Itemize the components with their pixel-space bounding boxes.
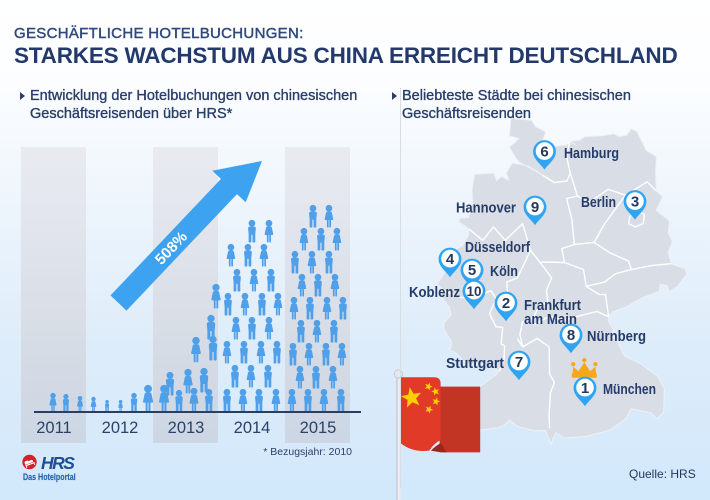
svg-text:6: 6	[540, 144, 548, 161]
svg-text:1: 1	[581, 380, 589, 397]
svg-text:8: 8	[567, 327, 575, 344]
svg-text:Hannover: Hannover	[456, 201, 516, 217]
svg-text:Stuttgart: Stuttgart	[446, 356, 504, 372]
svg-text:5: 5	[468, 262, 476, 279]
svg-text:am Main: am Main	[524, 312, 577, 328]
svg-text:Hamburg: Hamburg	[564, 146, 619, 162]
svg-text:4: 4	[446, 251, 455, 268]
svg-text:2: 2	[502, 295, 510, 312]
svg-text:9: 9	[531, 199, 539, 216]
svg-text:Berlin: Berlin	[581, 195, 616, 211]
svg-text:Köln: Köln	[490, 264, 518, 280]
svg-text:3: 3	[631, 194, 639, 211]
svg-text:München: München	[603, 382, 656, 398]
svg-text:Frankfurt: Frankfurt	[524, 298, 581, 314]
svg-text:10: 10	[466, 284, 481, 299]
svg-text:Düsseldorf: Düsseldorf	[465, 240, 530, 256]
svg-text:Koblenz: Koblenz	[409, 285, 460, 301]
svg-text:Nürnberg: Nürnberg	[587, 329, 646, 345]
svg-text:7: 7	[515, 354, 523, 371]
